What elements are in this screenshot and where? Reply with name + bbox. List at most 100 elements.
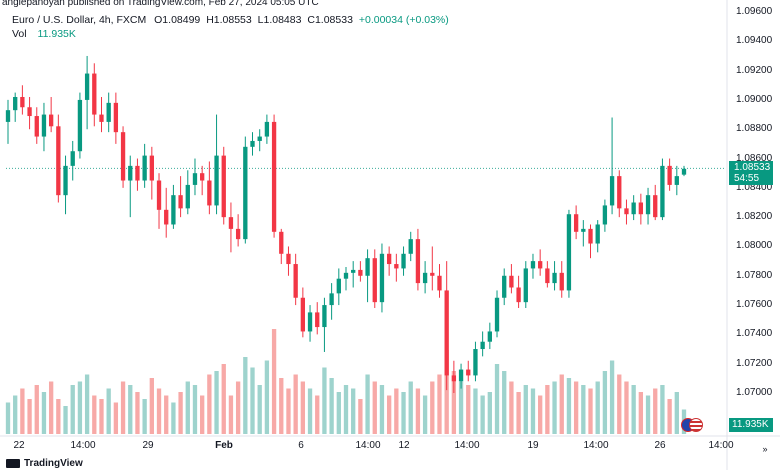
candle-body	[502, 275, 507, 298]
candle-body	[451, 375, 457, 382]
volume-bar	[573, 381, 579, 434]
volume-badge: 11.935K	[729, 418, 773, 432]
candle-body	[588, 228, 593, 244]
candle-body	[444, 290, 449, 376]
candle-body	[386, 253, 392, 265]
volume-bar	[293, 374, 298, 434]
candle-body	[653, 195, 658, 218]
candle-body	[530, 261, 536, 269]
volume-bar	[171, 402, 176, 434]
candle-body	[149, 155, 154, 181]
volume-bar	[235, 381, 241, 434]
volume-bar	[20, 388, 25, 434]
candle-body	[602, 205, 608, 225]
volume-bar	[343, 385, 349, 434]
volume-bar	[106, 388, 111, 434]
volume-bar	[415, 388, 421, 434]
candle-body	[200, 173, 205, 181]
price-tick-label: 1.07200	[736, 357, 773, 369]
candle-body	[92, 73, 97, 115]
us-flag-icon	[689, 418, 703, 432]
candle-body	[638, 202, 644, 215]
volume-bar	[41, 392, 47, 434]
current-price-value: 1.08533	[734, 162, 771, 173]
volume-bar	[135, 392, 140, 434]
candle-body	[99, 114, 104, 122]
candle-body	[415, 239, 421, 284]
volume-bar	[595, 381, 600, 434]
time-tick-label: 14:00	[355, 440, 381, 451]
volume-bar	[437, 374, 442, 434]
volume-bar	[207, 374, 212, 434]
volume-bar	[84, 374, 90, 434]
volume-bar	[351, 388, 356, 434]
volume-bar	[401, 392, 406, 434]
price-tick-label: 1.09400	[736, 35, 773, 47]
price-tick-label: 1.08600	[736, 152, 773, 164]
time-tick-label: 22	[13, 440, 25, 451]
volume-bar	[250, 367, 255, 434]
candle-body	[307, 312, 313, 332]
go-to-realtime-icon[interactable]: »	[762, 444, 768, 454]
volume-bar	[422, 395, 428, 434]
volume-bar	[609, 360, 615, 434]
volume-bar	[77, 381, 83, 434]
volume-bar	[509, 381, 514, 434]
candle-body	[401, 253, 406, 269]
candle-body	[365, 258, 370, 276]
candle-body	[581, 228, 586, 232]
candle-body	[185, 184, 190, 209]
volume-bar	[466, 385, 471, 434]
price-tick-label: 1.07600	[736, 299, 773, 311]
legend-low: L1.08483	[257, 14, 302, 26]
volume-bar	[279, 378, 284, 434]
candle-body	[408, 239, 413, 254]
volume-bar	[336, 392, 341, 434]
volume-bar	[581, 385, 586, 434]
candle-body	[286, 253, 291, 265]
price-tick-label: 1.07400	[736, 328, 773, 340]
candle-body	[458, 369, 464, 382]
candle-body	[343, 272, 349, 279]
legend-symbol[interactable]: Euro / U.S. Dollar, 4h, FXCM	[12, 14, 147, 26]
candle-body	[192, 173, 198, 185]
volume-bar	[228, 395, 234, 434]
candle-body	[617, 176, 622, 209]
volume-bar	[315, 395, 320, 434]
legend-change: +0.00034 (+0.03%)	[358, 14, 449, 26]
price-tick-label: 1.08200	[736, 211, 773, 223]
candle-body	[545, 268, 550, 284]
price-tick-label: 1.08000	[736, 240, 773, 252]
legend-high: H1.08553	[206, 14, 252, 26]
candle-body	[5, 110, 11, 122]
volume-bar	[638, 392, 644, 434]
price-tick-label: 1.09000	[736, 93, 773, 105]
volume-bar	[538, 395, 543, 434]
candle-body	[516, 287, 521, 303]
volume-bar	[271, 329, 277, 434]
volume-bar	[286, 388, 291, 434]
volume-bar	[300, 381, 306, 434]
candle-body	[494, 297, 500, 332]
volume-bar	[379, 385, 385, 434]
candle-body	[84, 73, 90, 100]
volume-bar	[667, 399, 672, 434]
volume-bar	[653, 388, 658, 434]
candle-body	[214, 155, 219, 206]
volume-bar	[113, 402, 119, 434]
candle-body	[156, 180, 162, 210]
volume-bar	[588, 388, 593, 434]
volume-bar	[56, 399, 61, 434]
candle-body	[523, 268, 528, 303]
volume-bar	[487, 392, 492, 434]
candle-body	[279, 231, 284, 254]
volume-legend-label[interactable]: Vol	[12, 28, 27, 40]
candle-body	[77, 99, 83, 152]
candle-body	[559, 272, 564, 291]
candle-body	[264, 121, 270, 137]
candle-body	[473, 349, 478, 376]
candle-body	[34, 116, 39, 137]
volume-bar	[444, 350, 449, 434]
volume-bar	[128, 385, 133, 434]
